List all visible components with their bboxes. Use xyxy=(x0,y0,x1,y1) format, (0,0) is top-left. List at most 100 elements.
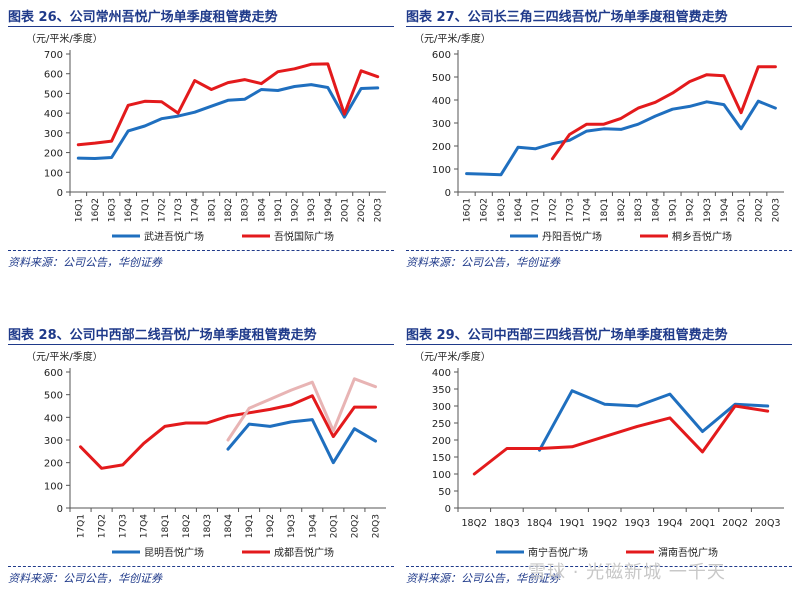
series-line xyxy=(76,83,380,160)
title-rule xyxy=(8,26,394,27)
chart-panel-4: 图表 29、公司中西部三四线吾悦广场单季度租管费走势 （元/平米/季度） 0 50 1… xyxy=(406,324,792,589)
chart-panel-1: 图表 26、公司常州吾悦广场单季度租管费走势 （元/平米/季度） 0 100 200 3… xyxy=(8,6,394,271)
x-tick-label: 19Q4 xyxy=(657,518,683,529)
x-tick-label: 16Q1 xyxy=(463,198,473,222)
x-tick-label: 17Q3 xyxy=(566,198,576,222)
x-tick-label: 20Q1 xyxy=(329,514,339,538)
chart-plot: （元/平米/季度） 0 50 100 150 200 250 300 350 400 18Q2 18Q… xyxy=(414,350,784,559)
x-tick-label: 19Q3 xyxy=(287,514,297,538)
x-tick-label: 19Q1 xyxy=(245,514,255,538)
y-tick-label: 300 xyxy=(44,129,63,140)
x-tick-label: 18Q2 xyxy=(224,198,234,222)
x-tick-label: 18Q3 xyxy=(634,198,644,222)
series-line xyxy=(226,418,377,465)
series-line xyxy=(550,65,777,161)
x-tick-label: 19Q2 xyxy=(266,514,276,538)
chart-panel-3: 图表 28、公司中西部二线吾悦广场单季度租管费走势 （元/平米/季度） 0 100 2… xyxy=(8,324,394,589)
x-tick-label: 20Q2 xyxy=(350,514,360,538)
y-tick-label: 0 xyxy=(57,504,63,515)
source-rule xyxy=(8,250,394,251)
legend-label: 昆明吾悦广场 xyxy=(144,546,204,559)
chart-plot: （元/平米/季度） 0 100 200 300 400 500 600 700 16Q1 16Q2 1… xyxy=(26,32,386,243)
x-tick-label: 20Q3 xyxy=(371,514,381,538)
y-tick-label: 0 xyxy=(445,504,451,515)
x-tick-label: 19Q4 xyxy=(308,514,318,539)
y-tick-label: 700 xyxy=(44,50,63,61)
x-tick-label: 20Q2 xyxy=(754,198,764,222)
x-tick-label: 19Q1 xyxy=(668,198,678,222)
x-tick-label: 16Q1 xyxy=(74,198,84,222)
y-tick-label: 400 xyxy=(44,413,63,424)
x-tick-label: 20Q1 xyxy=(737,198,747,222)
legend-label: 武进吾悦广场 xyxy=(144,230,204,243)
y-tick-label: 600 xyxy=(44,368,63,379)
y-tick-label: 400 xyxy=(44,109,63,120)
y-tick-label: 50 xyxy=(438,487,451,498)
y-tick-label: 500 xyxy=(44,89,63,100)
y-tick-label: 200 xyxy=(44,149,63,160)
y-tick-label: 400 xyxy=(432,96,451,107)
x-tick-label: 18Q4 xyxy=(224,514,234,539)
y-tick-label: 300 xyxy=(432,402,451,413)
y-tick-label: 200 xyxy=(432,142,451,153)
x-tick-label: 18Q1 xyxy=(600,198,610,222)
legend-label: 吾悦国际广场 xyxy=(274,230,334,243)
x-tick-label: 19Q2 xyxy=(686,198,696,222)
x-tick-label: 16Q3 xyxy=(497,198,507,222)
x-tick-label: 17Q1 xyxy=(77,514,87,538)
legend-label: 丹阳吾悦广场 xyxy=(542,230,602,243)
y-tick-label: 500 xyxy=(432,73,451,84)
x-tick-label: 18Q4 xyxy=(651,198,661,223)
x-tick-label: 20Q1 xyxy=(340,198,350,222)
x-tick-label: 19Q3 xyxy=(624,518,650,529)
y-tick-label: 200 xyxy=(432,436,451,447)
source-note: 资料来源：公司公告，华创证券 xyxy=(8,572,162,585)
series-line xyxy=(76,62,380,147)
x-tick-label: 19Q1 xyxy=(274,198,284,222)
y-tick-label: 300 xyxy=(44,436,63,447)
unit-label: （元/平米/季度） xyxy=(26,32,103,45)
title-rule xyxy=(406,344,792,345)
unit-label: （元/平米/季度） xyxy=(414,32,491,45)
x-tick-label: 20Q3 xyxy=(771,198,781,222)
x-tick-label: 20Q2 xyxy=(722,518,748,529)
x-tick-label: 17Q3 xyxy=(174,198,184,222)
watermark: 雪球 · 光磁新城 一千天 xyxy=(528,562,726,583)
unit-label: （元/平米/季度） xyxy=(26,350,103,363)
x-tick-label: 18Q4 xyxy=(257,198,267,223)
x-tick-label: 18Q1 xyxy=(207,198,217,222)
series-line xyxy=(79,394,377,470)
x-tick-label: 19Q2 xyxy=(592,518,618,529)
x-tick-label: 18Q3 xyxy=(241,198,251,222)
series-line xyxy=(465,99,777,177)
y-tick-label: 500 xyxy=(44,391,63,402)
x-tick-label: 18Q2 xyxy=(461,518,487,529)
x-tick-label: 18Q2 xyxy=(617,198,627,222)
x-tick-label: 17Q3 xyxy=(119,514,129,538)
y-tick-label: 150 xyxy=(432,453,451,464)
chart-panel-2: 图表 27、公司长三角三四线吾悦广场单季度租管费走势 （元/平米/季度） 0 100… xyxy=(406,6,792,271)
title-rule xyxy=(406,26,792,27)
y-tick-label: 400 xyxy=(432,368,451,379)
y-tick-label: 100 xyxy=(44,168,63,179)
chart-title: 图表 26、公司常州吾悦广场单季度租管费走势 xyxy=(8,10,278,25)
series-line xyxy=(472,404,770,476)
legend-label: 桐乡吾悦广场 xyxy=(672,230,732,243)
x-tick-label: 17Q2 xyxy=(157,198,167,222)
chart-plot: （元/平米/季度） 0 100 200 300 400 500 600 17Q1 17Q2 17Q3… xyxy=(26,350,386,559)
x-tick-label: 19Q3 xyxy=(307,198,317,222)
x-tick-label: 20Q2 xyxy=(357,198,367,222)
x-tick-label: 19Q4 xyxy=(720,198,730,223)
chart-plot: （元/平米/季度） 0 100 200 300 400 500 600 16Q1 16Q2 16Q3… xyxy=(414,32,784,243)
y-tick-label: 0 xyxy=(57,188,63,199)
x-tick-label: 17Q4 xyxy=(140,514,150,539)
legend-label: 南宁吾悦广场 xyxy=(528,546,588,559)
x-tick-label: 18Q3 xyxy=(494,518,520,529)
y-tick-label: 600 xyxy=(432,50,451,61)
y-tick-label: 300 xyxy=(432,119,451,130)
chart-title: 图表 28、公司中西部二线吾悦广场单季度租管费走势 xyxy=(8,328,317,343)
unit-label: （元/平米/季度） xyxy=(414,350,491,363)
y-tick-label: 200 xyxy=(44,459,63,470)
x-tick-label: 17Q1 xyxy=(531,198,541,222)
chart-title: 图表 27、公司长三角三四线吾悦广场单季度租管费走势 xyxy=(406,10,728,25)
